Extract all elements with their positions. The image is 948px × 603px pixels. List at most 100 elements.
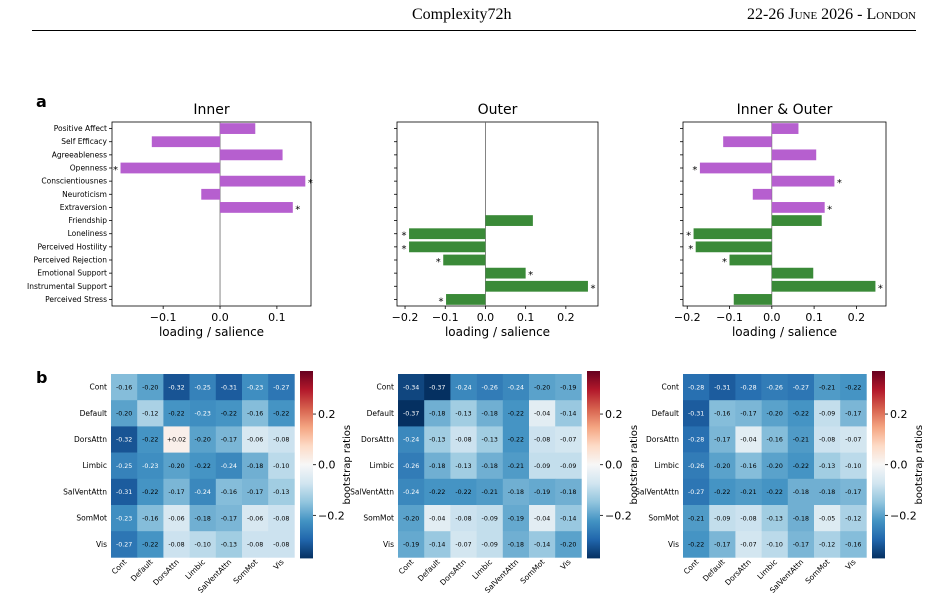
- colorbar: [872, 371, 885, 559]
- heatmap-cell-value: -0.08: [455, 437, 471, 444]
- heatmap-cell: [215, 452, 243, 480]
- page-header: Complexity72h 22-26 June 2026 - London: [0, 0, 948, 31]
- heatmap-cell-value: -0.37: [403, 411, 419, 418]
- heatmap-cell: [476, 505, 504, 532]
- heatmap-cell-value: -0.17: [221, 515, 237, 522]
- heatmap-cell-value: -0.10: [273, 463, 289, 470]
- heatmap-cell-value: -0.16: [116, 384, 132, 391]
- heatmap-row-label: Default: [367, 409, 394, 418]
- panel-b-label: b: [36, 368, 48, 387]
- heatmap-cell-value: -0.22: [168, 411, 184, 418]
- bar: [752, 188, 772, 200]
- heatmap-cell-value: -0.13: [273, 489, 289, 496]
- heatmap-cell-value: -0.25: [195, 384, 211, 391]
- bar: [771, 175, 835, 187]
- heatmap-cell-value: -0.19: [403, 542, 419, 549]
- heatmap-cell: [735, 426, 762, 453]
- heatmap-cell-value: -0.09: [482, 542, 498, 549]
- heatmap-cell: [735, 452, 762, 480]
- colorbar-tick-label: 0.2: [890, 408, 908, 421]
- y-tick-label: Extraversion: [60, 203, 108, 212]
- heatmap-cell-value: -0.21: [740, 489, 756, 496]
- bar: [220, 175, 306, 187]
- heatmap-cell: [163, 400, 190, 427]
- heatmap-cell: [424, 374, 451, 401]
- heatmap-cell-value: -0.22: [688, 542, 704, 549]
- significance-star: *: [837, 178, 842, 189]
- heatmap-cell-value: -0.14: [534, 542, 550, 549]
- heatmap-cell: [787, 374, 815, 401]
- header-title: Complexity72h: [412, 6, 512, 23]
- bar: [220, 202, 293, 213]
- heatmap-cell-value: -0.20: [767, 463, 783, 470]
- bar: [729, 254, 772, 266]
- significance-star: *: [113, 165, 118, 176]
- heatmap-cell-value: -0.18: [508, 542, 524, 549]
- heatmap-cell: [709, 400, 736, 427]
- plot-frame: [396, 121, 599, 307]
- heatmap-cell: [450, 478, 477, 506]
- heatmap-cell: [814, 531, 841, 558]
- bar: [446, 294, 486, 305]
- colorbar-tick-label: −0.2: [605, 509, 632, 522]
- bar-chart-3: Inner & Outer * * * * * * * −0.2 −0.1 0.0 0.1 0.2 loa…: [674, 102, 887, 339]
- colorbar: [587, 371, 600, 559]
- significance-star: *: [590, 283, 595, 294]
- heatmap-cell: [502, 400, 530, 427]
- y-tick-label: Friendship: [68, 216, 107, 225]
- heatmap-row-label: SomMot: [363, 514, 394, 523]
- heatmap-cell: [111, 374, 138, 401]
- heatmap-cell: [268, 452, 295, 480]
- heatmap-cell: [683, 531, 710, 558]
- bar: [733, 294, 772, 305]
- heatmap-cell: [450, 452, 477, 480]
- heatmap-cell-value: -0.17: [247, 489, 263, 496]
- heatmap-cell: [450, 505, 477, 532]
- bar: [485, 267, 526, 279]
- chart-title: Inner & Outer: [737, 102, 833, 118]
- bar-chart-1: Inner Positive Affect Self Efficacy Agreeab…: [27, 102, 313, 339]
- colorbar-tick-label: 0.2: [318, 408, 336, 421]
- heatmap-cell-value: -0.17: [221, 437, 237, 444]
- x-axis-label: loading / salience: [159, 325, 264, 339]
- heatmap-cell: [242, 452, 269, 480]
- significance-star: *: [692, 165, 697, 176]
- x-tick-label: 0.1: [805, 311, 823, 324]
- heatmap-cell-value: -0.28: [688, 384, 704, 391]
- heatmap-cell: [476, 400, 504, 427]
- heatmap-col-label: Default: [701, 557, 727, 583]
- heatmap-cell: [555, 452, 582, 480]
- bar: [693, 228, 772, 240]
- heatmap-cell: [215, 426, 243, 453]
- bar: [485, 215, 533, 226]
- heatmap-cell: [163, 426, 190, 453]
- heatmap-cell-value: -0.09: [534, 463, 550, 470]
- heatmap-cell-value: -0.22: [793, 411, 809, 418]
- chart-title: Inner: [193, 102, 229, 118]
- significance-star: *: [436, 257, 441, 268]
- heatmap-cell-value: -0.20: [116, 411, 132, 418]
- heatmap-cell: [424, 531, 451, 558]
- heatmap-cell: [398, 374, 425, 401]
- x-axis-label: loading / salience: [732, 325, 837, 339]
- x-tick-label: −0.1: [716, 311, 743, 324]
- heatmap-cell-value: -0.21: [793, 437, 809, 444]
- bar: [409, 228, 486, 240]
- heatmap-cell: [502, 426, 530, 453]
- heatmap-cell: [683, 426, 710, 453]
- x-tick-label: 0.0: [763, 311, 781, 324]
- heatmap-cell-value: -0.22: [793, 463, 809, 470]
- heatmap-cell-value: -0.22: [508, 437, 524, 444]
- heatmap-row-label: Limbic: [82, 461, 107, 470]
- heatmap-cell: [137, 374, 164, 401]
- heatmap-cell-value: -0.04: [534, 411, 550, 418]
- y-tick-label: Openness: [70, 164, 107, 173]
- bar: [771, 149, 817, 161]
- bar: [771, 280, 876, 292]
- heatmap-cell-value: -0.13: [482, 437, 498, 444]
- heatmap-cell: [502, 452, 530, 480]
- heatmap-row-label: Cont: [89, 383, 107, 392]
- bar: [699, 162, 772, 174]
- heatmap-cell: [529, 400, 556, 427]
- heatmap-cell: [761, 426, 789, 453]
